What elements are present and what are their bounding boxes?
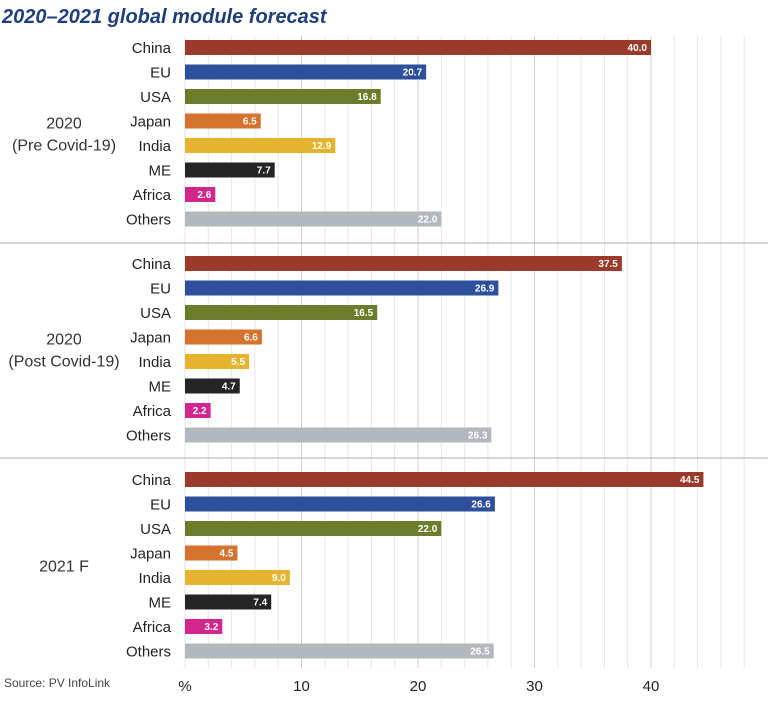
category-label-usa: USA [140, 521, 171, 538]
value-label: 2.6 [197, 190, 211, 201]
category-label-eu: EU [150, 65, 171, 82]
value-label: 2.2 [193, 406, 207, 417]
x-tick-label: 10 [293, 678, 310, 695]
category-label-eu: EU [150, 281, 171, 298]
value-label: 37.5 [598, 259, 618, 270]
category-label-japan: Japan [130, 330, 171, 347]
x-tick-label: 20 [410, 678, 427, 695]
value-label: 40.0 [628, 43, 648, 54]
category-label-india: India [138, 354, 171, 371]
x-tick-label: 30 [526, 678, 543, 695]
bar-2-china [185, 256, 622, 271]
bar-1-eu [185, 64, 427, 80]
value-label: 26.3 [468, 431, 488, 442]
value-label: 7.4 [253, 598, 267, 609]
category-label-me: ME [149, 379, 172, 396]
bar-1-others [185, 211, 442, 227]
group-label: 2020 (Post Covid-19) [8, 331, 119, 370]
bar-1-africa [185, 187, 216, 202]
bar-3-africa [185, 619, 223, 634]
chart-title: 2020–2021 global module forecast [2, 6, 327, 28]
value-label: 4.5 [220, 549, 234, 560]
category-label-india: India [138, 138, 171, 155]
bar-2-usa [185, 305, 378, 320]
category-label-africa: Africa [133, 187, 172, 204]
value-label: 12.9 [312, 141, 332, 152]
bar-1-usa [185, 89, 381, 104]
bar-3-me [185, 594, 272, 610]
bar-3-china [185, 472, 704, 487]
source-note: Source: PV InfoLink [4, 676, 111, 690]
bar-3-others [185, 643, 494, 659]
category-label-eu: EU [150, 497, 171, 514]
value-label: 5.5 [231, 357, 245, 368]
value-label: 7.7 [257, 166, 271, 177]
category-label-usa: USA [140, 89, 171, 106]
category-label-usa: USA [140, 305, 171, 322]
bar-1-japan [185, 113, 261, 129]
bar-3-india [185, 570, 290, 585]
category-label-me: ME [149, 595, 172, 612]
bar-1-me [185, 162, 275, 178]
bar-2-japan [185, 329, 262, 345]
x-tick-label: 40 [643, 678, 660, 695]
value-label: 16.8 [357, 92, 377, 103]
value-label: 6.6 [244, 333, 258, 344]
bar-2-eu [185, 280, 499, 296]
value-label: 26.5 [470, 647, 490, 658]
bar-2-others [185, 427, 492, 443]
category-label-others: Others [126, 428, 171, 445]
category-label-africa: Africa [133, 403, 172, 420]
bar-3-usa [185, 521, 442, 536]
category-label-china: China [132, 472, 172, 489]
bar-1-india [185, 138, 336, 153]
category-label-others: Others [126, 212, 171, 229]
value-label: 44.5 [680, 475, 700, 486]
category-label-others: Others [126, 644, 171, 661]
bar-3-eu [185, 496, 495, 512]
x-axis-unit-label: % [178, 678, 191, 695]
value-label: 20.7 [403, 68, 423, 79]
bar-2-africa [185, 403, 211, 418]
value-label: 26.6 [471, 500, 491, 511]
category-label-china: China [132, 40, 172, 57]
category-label-japan: Japan [130, 114, 171, 131]
group-label: 2020 (Pre Covid-19) [12, 115, 116, 154]
value-label: 26.9 [475, 284, 495, 295]
category-label-india: India [138, 570, 171, 587]
bar-2-me [185, 378, 240, 394]
group-label: 2021 F [39, 558, 89, 575]
value-label: 3.2 [204, 622, 218, 633]
bar-1-china [185, 40, 651, 55]
value-label: 22.0 [418, 524, 438, 535]
value-label: 6.5 [243, 117, 257, 128]
category-label-africa: Africa [133, 619, 172, 636]
category-label-me: ME [149, 163, 172, 180]
bar-2-india [185, 354, 250, 369]
value-label: 16.5 [354, 308, 374, 319]
value-label: 9.0 [272, 573, 286, 584]
category-label-japan: Japan [130, 546, 171, 563]
bar-3-japan [185, 545, 238, 561]
value-label: 4.7 [222, 382, 236, 393]
category-label-china: China [132, 256, 172, 273]
value-label: 22.0 [418, 215, 438, 226]
